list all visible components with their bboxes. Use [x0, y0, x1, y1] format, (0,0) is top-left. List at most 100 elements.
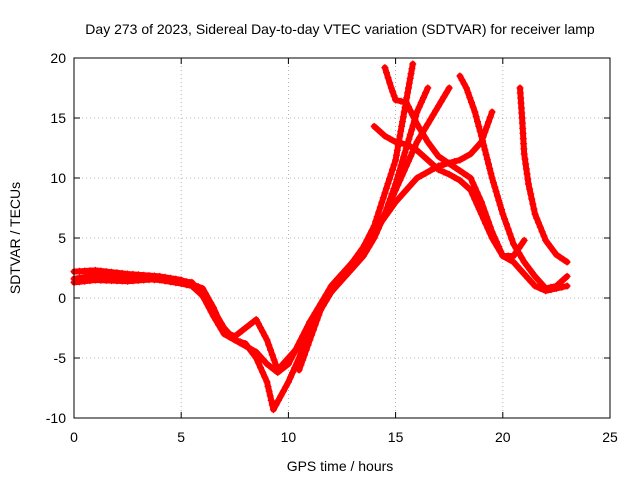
- data-point: [306, 336, 314, 344]
- data-point: [321, 296, 329, 304]
- data-point: [323, 292, 331, 300]
- data-point: [405, 79, 413, 87]
- data-point: [488, 174, 496, 182]
- axis-ticks: 0 5 10 15 20 25 -10 -5 0 5 10 15 20: [46, 50, 618, 445]
- data-point: [267, 346, 274, 354]
- data-point: [383, 205, 391, 213]
- data-point: [535, 276, 542, 284]
- data-point: [242, 324, 249, 332]
- data-point: [400, 108, 408, 116]
- data-point: [343, 267, 351, 275]
- data-point: [370, 234, 378, 242]
- data-point: [526, 185, 534, 193]
- data-point: [370, 122, 378, 130]
- data-point: [406, 74, 414, 82]
- data-point: [407, 152, 415, 160]
- data-point: [247, 345, 255, 353]
- data-point: [491, 239, 499, 246]
- data-point: [398, 172, 406, 180]
- data-point: [405, 135, 413, 143]
- y-tick-label: 10: [50, 170, 66, 186]
- data-point: [492, 188, 500, 195]
- data-point: [289, 351, 297, 359]
- data-point: [501, 215, 509, 223]
- data-point: [254, 359, 262, 367]
- data-point: [510, 252, 517, 260]
- data-point: [560, 276, 567, 284]
- data-point: [550, 247, 558, 255]
- data-point: [520, 258, 528, 266]
- data-point: [287, 355, 295, 363]
- data-point: [467, 150, 475, 158]
- data-point: [272, 401, 280, 409]
- data-point: [517, 266, 525, 274]
- y-tick-label: 0: [58, 290, 66, 306]
- data-point: [406, 131, 414, 138]
- data-point: [531, 272, 539, 280]
- data-point: [456, 156, 464, 164]
- data-point: [390, 92, 398, 100]
- data-point: [395, 194, 403, 202]
- y-tick-label: -10: [46, 410, 66, 426]
- data-point: [304, 341, 312, 349]
- data-point: [393, 151, 400, 159]
- data-point: [440, 93, 448, 101]
- data-point: [386, 135, 394, 143]
- data-point: [252, 348, 260, 356]
- data-point: [440, 168, 448, 176]
- data-point: [472, 113, 480, 121]
- data-point: [489, 179, 497, 186]
- data-point: [508, 235, 516, 243]
- data-point: [510, 240, 517, 248]
- data-point: [384, 74, 392, 82]
- data-point: [306, 318, 314, 326]
- data-point: [392, 156, 400, 164]
- data-point: [381, 189, 389, 197]
- data-point: [563, 272, 571, 280]
- data-point: [401, 149, 409, 156]
- data-point: [397, 97, 405, 105]
- data-point: [295, 366, 303, 374]
- data-point: [422, 89, 430, 97]
- data-point: [442, 157, 450, 165]
- data-point: [527, 278, 535, 286]
- data-point: [409, 60, 417, 68]
- data-point: [429, 111, 437, 119]
- data-point: [386, 79, 394, 87]
- data-point: [287, 373, 294, 381]
- data-point: [536, 223, 544, 231]
- data-point: [432, 149, 440, 157]
- data-point: [526, 265, 534, 273]
- data-point: [474, 142, 482, 150]
- data-point: [257, 364, 264, 372]
- data-point: [531, 210, 539, 218]
- data-point: [493, 192, 501, 200]
- data-point: [542, 236, 550, 244]
- data-point: [242, 342, 249, 350]
- data-point: [373, 213, 381, 221]
- data-point: [399, 190, 407, 198]
- data-point: [408, 143, 416, 151]
- data-point: [265, 341, 273, 349]
- grid-lines: [74, 58, 610, 418]
- data-point: [535, 219, 542, 227]
- data-point: [417, 98, 425, 106]
- series-track-1: [70, 84, 432, 414]
- data-point: [362, 248, 370, 255]
- data-point: [301, 327, 309, 335]
- data-point: [206, 302, 214, 310]
- data-point: [236, 339, 244, 347]
- data-point: [531, 282, 539, 290]
- x-tick-label: 20: [495, 429, 511, 445]
- data-point: [259, 356, 267, 364]
- data-point: [334, 274, 342, 282]
- data-point: [418, 129, 426, 137]
- data-point: [387, 170, 395, 178]
- data-point: [238, 327, 246, 335]
- data-point: [294, 341, 302, 349]
- data-point: [520, 236, 528, 244]
- data-point: [413, 138, 421, 146]
- data-point: [313, 316, 321, 324]
- data-point: [209, 306, 217, 314]
- data-point: [470, 146, 478, 154]
